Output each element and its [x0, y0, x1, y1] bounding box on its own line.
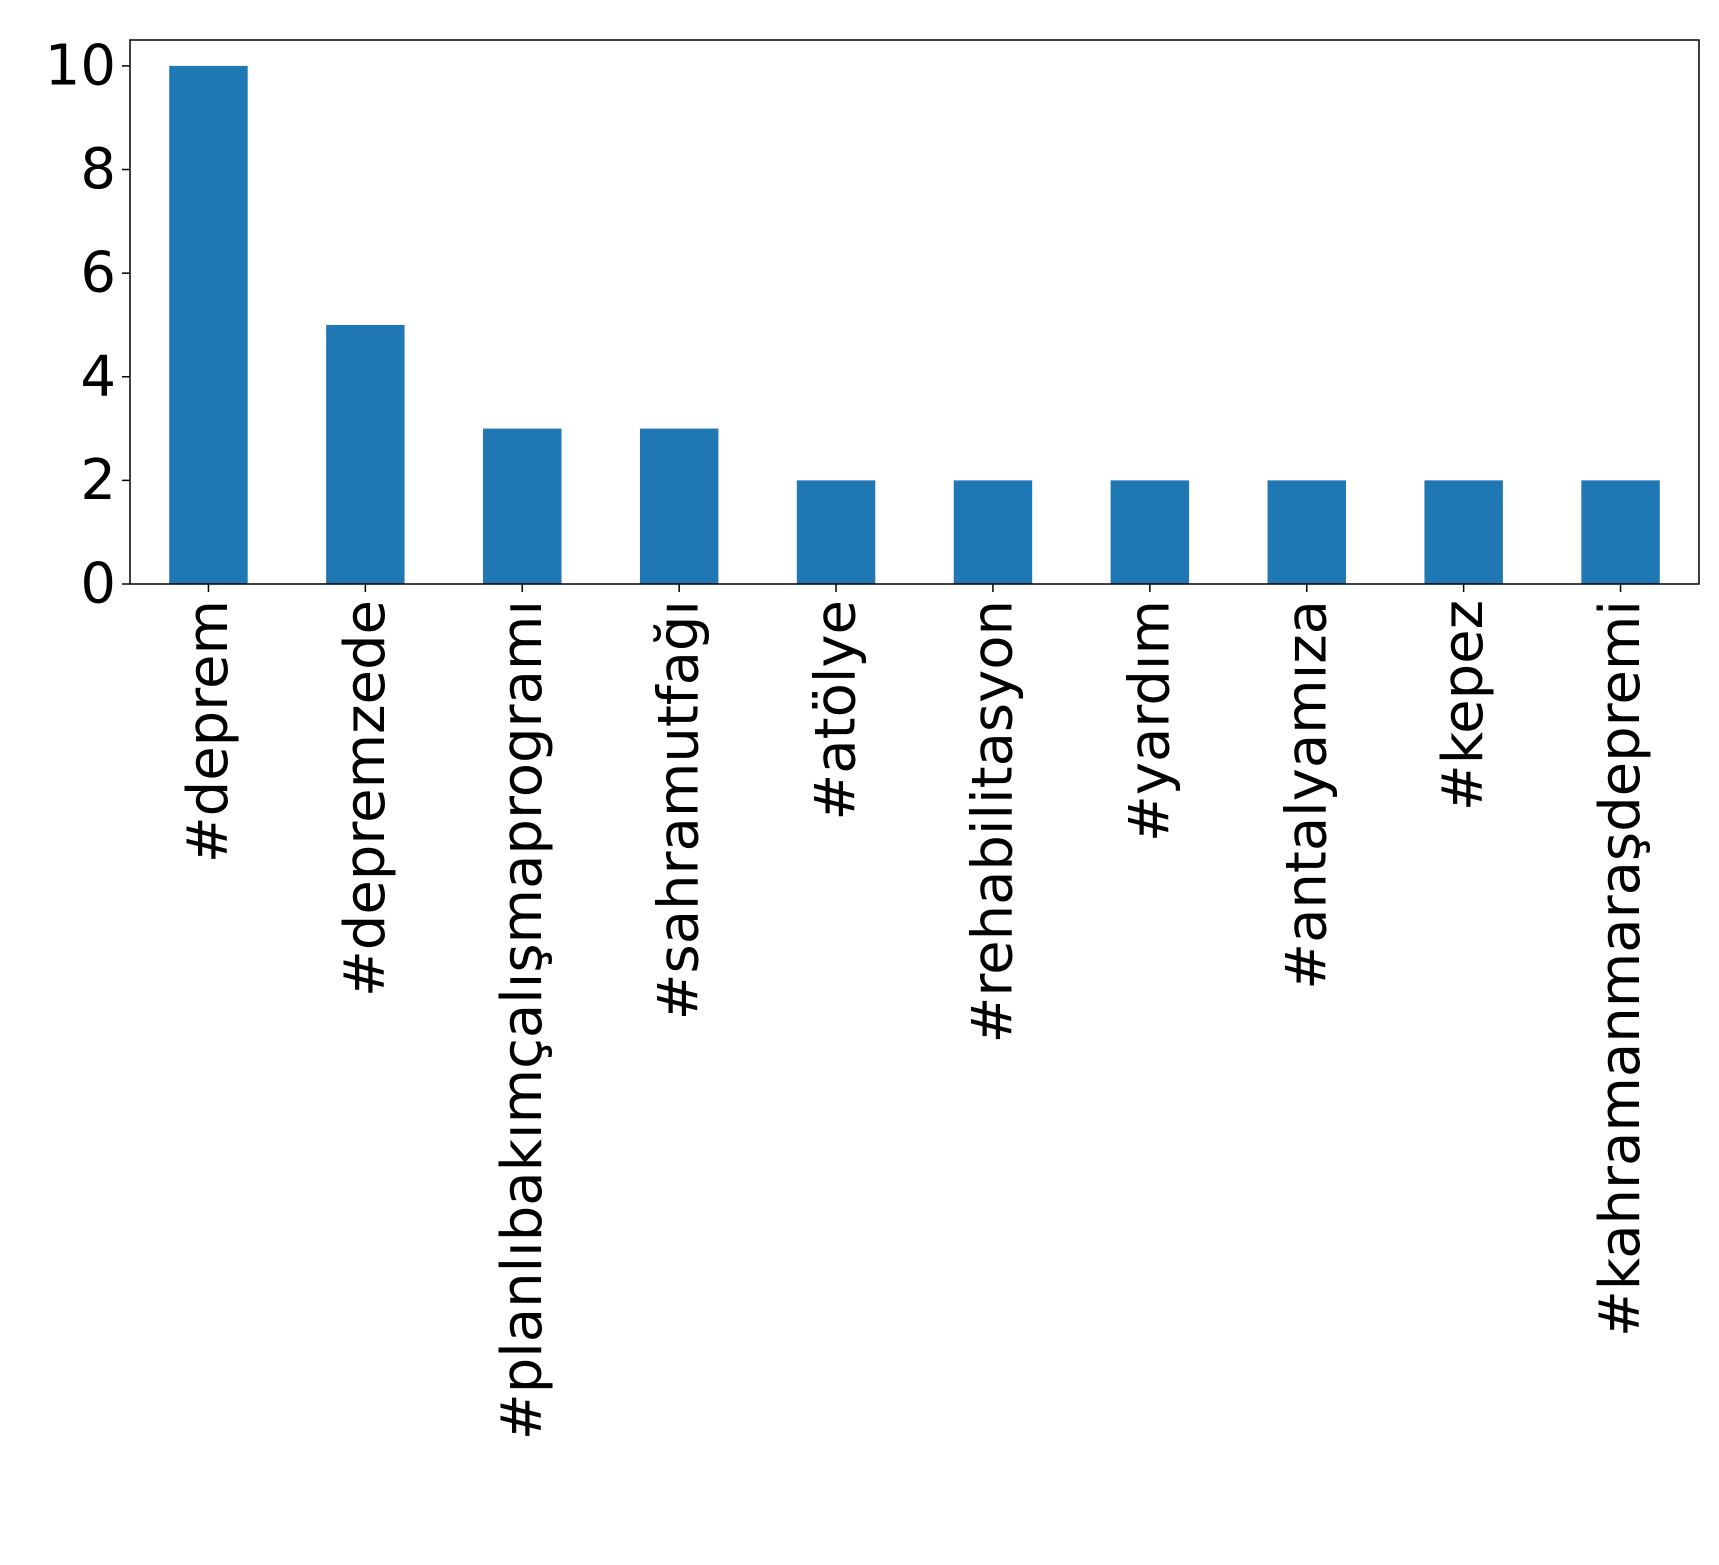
y-tick-label: 4: [80, 344, 116, 409]
bar: [639, 428, 719, 584]
x-tick-label: #kahramanmaraşdepremi: [1588, 600, 1653, 1337]
x-tick-label: #planlıbakımçalışmaprogramı: [490, 600, 555, 1440]
x-axis: #deprem #depremzede #planlıbakımçalışmapro…: [176, 584, 1653, 1440]
x-tick-label: #depremzede: [333, 600, 398, 997]
x-tick-label: #sahramutfağı: [647, 600, 712, 1020]
bar: [326, 324, 405, 584]
y-tick-label: 0: [80, 552, 116, 617]
y-tick-label: 2: [80, 448, 116, 513]
bar: [796, 480, 876, 584]
plot-frame: [129, 39, 1700, 585]
bar: [1110, 480, 1190, 584]
bars-layer: [169, 65, 1660, 584]
x-tick-label: #deprem: [176, 600, 241, 863]
x-tick-label: #antalyamıza: [1274, 600, 1339, 990]
x-tick-label: #kepez: [1431, 600, 1496, 811]
x-tick-label: #yardım: [1117, 600, 1182, 842]
y-tick-label: 6: [80, 241, 116, 306]
y-tick-label: 10: [45, 33, 116, 98]
bar: [1581, 480, 1660, 584]
bar: [953, 480, 1033, 584]
bar: [483, 428, 562, 584]
x-tick-label: #rehabilitasyon: [960, 600, 1025, 1044]
y-tick-label: 8: [80, 137, 116, 202]
x-tick-label: #atölye: [804, 600, 869, 821]
bar: [1424, 480, 1503, 584]
bar: [1267, 480, 1346, 584]
bar: [169, 65, 248, 584]
y-axis: 0 2 4 6 8 10: [45, 33, 130, 617]
